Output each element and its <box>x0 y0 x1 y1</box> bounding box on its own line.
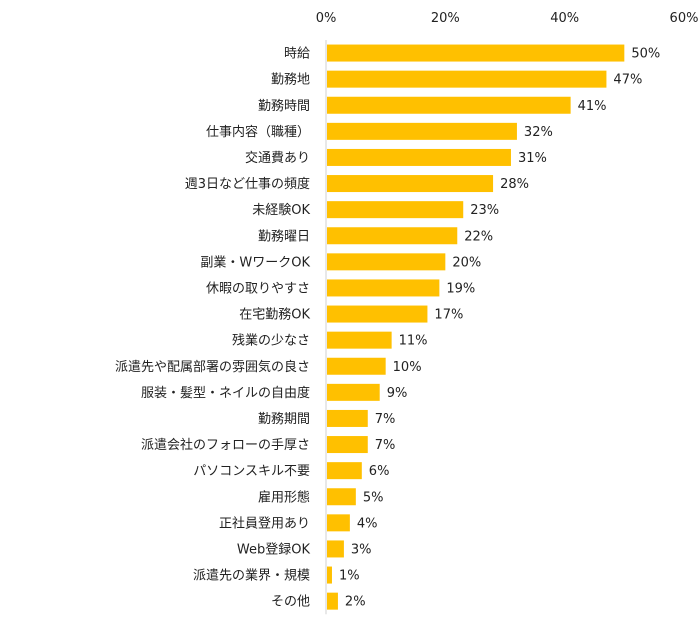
bar <box>327 70 607 88</box>
category-label: 正社員登用あり <box>219 515 310 531</box>
bar <box>327 462 362 480</box>
value-label: 4% <box>357 516 378 531</box>
bar <box>327 175 494 193</box>
value-label: 47% <box>613 73 642 88</box>
bar <box>327 383 380 401</box>
bar <box>327 201 464 219</box>
bar <box>327 331 392 349</box>
bar <box>327 122 517 140</box>
category-label: 時給 <box>284 47 310 62</box>
value-label: 3% <box>351 542 372 557</box>
value-label: 5% <box>363 490 384 505</box>
value-label: 9% <box>387 386 408 401</box>
category-label: 勤務地 <box>271 73 310 88</box>
bar <box>327 436 368 454</box>
category-label: 休暇の取りやすさ <box>206 281 310 296</box>
bar <box>327 566 332 584</box>
category-label: 副業・WワークOK <box>200 254 310 270</box>
category-label: 勤務時間 <box>258 99 310 114</box>
x-axis-ticks: 0% 20% 40% 60% <box>316 11 699 26</box>
value-label: 31% <box>518 151 547 166</box>
bar <box>327 488 356 506</box>
value-label: 1% <box>339 569 360 584</box>
category-label: 派遣先や配属部署の雰囲気の良さ <box>115 359 310 375</box>
value-label: 32% <box>524 125 553 140</box>
bar <box>327 227 458 245</box>
bar <box>327 148 511 166</box>
value-label: 11% <box>399 334 428 349</box>
category-label: Web登録OK <box>237 542 311 557</box>
x-tick-label: 60% <box>670 11 699 26</box>
category-label: 未経験OK <box>252 203 310 218</box>
value-label: 7% <box>375 438 396 453</box>
value-label: 23% <box>470 203 499 218</box>
bar <box>327 279 440 297</box>
category-label: 勤務曜日 <box>258 229 310 244</box>
category-label: 仕事内容（職種） <box>206 124 310 140</box>
value-label: 28% <box>500 177 529 192</box>
bars <box>327 44 625 610</box>
category-label: 雇用形態 <box>258 489 310 505</box>
category-label: パソコンスキル不要 <box>193 464 310 479</box>
bar <box>327 514 350 532</box>
category-label: 交通費あり <box>245 150 310 166</box>
bar <box>327 96 571 114</box>
value-label: 41% <box>578 99 607 114</box>
bar <box>327 253 446 271</box>
category-label: 服装・髪型・ネイルの自由度 <box>141 385 310 401</box>
value-label: 20% <box>452 255 481 270</box>
category-label: 在宅勤務OK <box>239 308 310 323</box>
category-label: その他 <box>271 595 310 610</box>
bar <box>327 592 338 610</box>
x-tick-label: 40% <box>550 11 579 26</box>
value-label: 19% <box>446 281 475 296</box>
value-label: 50% <box>631 47 660 62</box>
bar <box>327 357 386 375</box>
value-label: 17% <box>434 308 463 323</box>
category-label: 派遣先の業界・規模 <box>193 568 310 584</box>
x-tick-label: 0% <box>316 11 337 26</box>
category-label: 残業の少なさ <box>232 333 310 349</box>
bar <box>327 44 625 62</box>
bar <box>327 540 344 558</box>
x-tick-label: 20% <box>431 11 460 26</box>
value-label: 22% <box>464 229 493 244</box>
value-label: 10% <box>393 360 422 375</box>
value-labels: 50% 47% 41% 32% 31% 28%23% 22% 20% 19% 17% 11% 10% 9… <box>339 47 660 610</box>
category-label: 派遣会社のフォローの手厚さ <box>141 437 310 453</box>
value-label: 7% <box>375 412 396 427</box>
bar <box>327 409 368 427</box>
value-label: 2% <box>345 595 366 610</box>
bar <box>327 305 428 323</box>
category-label: 勤務期間 <box>258 412 310 427</box>
value-label: 6% <box>369 464 390 479</box>
category-label: 週3日など仕事の頻度 <box>185 176 310 192</box>
